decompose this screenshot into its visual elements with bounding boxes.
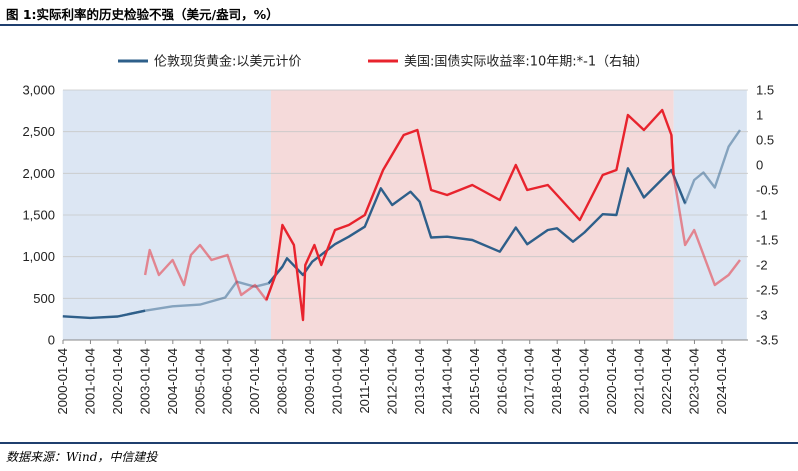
y-left-tick-label: 1,500 [22, 208, 55, 223]
y-right-tick-label: -3.5 [756, 333, 778, 348]
y-left-tick-label: 2,500 [22, 124, 55, 139]
x-tick-label: 2019-01-04 [577, 348, 592, 415]
gold-price-line [267, 167, 687, 285]
x-tick-label: 2004-01-04 [165, 348, 180, 415]
x-tick-label: 2009-01-04 [302, 348, 317, 415]
y-right-tick-label: 1.5 [756, 83, 774, 98]
legend: 伦敦现货黄金:以美元计价 美国:国债实际收益率:10年期:*-1（右轴） [118, 54, 648, 70]
title-rule [0, 24, 798, 26]
x-tick-label: 2001-01-04 [82, 348, 97, 415]
y-left-tick-label: 0 [48, 333, 55, 348]
y-right-tick-label: -1 [756, 208, 768, 223]
y-right-tick-label: -2 [756, 258, 768, 273]
real-yield-line [670, 134, 741, 287]
real-yield-line [265, 108, 675, 322]
y-right-tick-label: -2.5 [756, 283, 778, 298]
x-tick-label: 2003-01-04 [137, 348, 152, 415]
x-tick-label: 2023-01-04 [686, 348, 701, 415]
gold-price-line [117, 265, 284, 318]
legend-label-yield: 美国:国债实际收益率:10年期:*-1（右轴） [404, 54, 648, 70]
y-right-tick-label: 0.5 [756, 133, 774, 148]
x-tick-label: 2006-01-04 [220, 348, 235, 415]
legend-label-gold: 伦敦现货黄金:以美元计价 [154, 54, 301, 70]
line-chart: 0 500 1,000 1,500 2,000 2,500 3,000 -3.5 -3 -2.5 -… [22, 54, 778, 415]
footer-rule [0, 442, 798, 444]
x-tick-label: 2015-01-04 [467, 348, 482, 415]
x-tick-label: 2013-01-04 [412, 348, 427, 415]
y-right-tick-label: 1 [756, 108, 763, 123]
real-yield-line [143, 243, 277, 302]
y-left-tick-label: 1,000 [22, 249, 55, 264]
x-tick-label: 2008-01-04 [275, 348, 290, 415]
y-left-tick-label: 2,000 [22, 166, 55, 181]
y-right-tick-label: 0 [756, 158, 763, 173]
x-tick-label: 2016-01-04 [494, 348, 509, 415]
x-tick-label: 2014-01-04 [439, 348, 454, 415]
x-tick-label: 2017-01-04 [522, 348, 537, 415]
y-left-tick-label: 500 [33, 291, 55, 306]
y-right-tick-label: -1.5 [756, 233, 778, 248]
x-tick-label: 2021-01-04 [632, 348, 647, 415]
x-tick-label: 2011-01-04 [357, 348, 372, 414]
x-tick-label: 2024-01-04 [714, 348, 729, 415]
y-right-tick-label: -3 [756, 308, 768, 323]
x-tick-label: 2000-01-04 [55, 348, 70, 415]
y-left-tick-label: 3,000 [22, 83, 55, 98]
y-right-tick-label: -0.5 [756, 183, 778, 198]
x-tick-label: 2002-01-04 [110, 348, 125, 415]
x-tick-label: 2010-01-04 [330, 348, 345, 415]
x-tick-label: 2018-01-04 [549, 348, 564, 415]
x-tick-label: 2020-01-04 [604, 348, 619, 415]
x-tick-label: 2007-01-04 [247, 348, 262, 415]
x-tick-label: 2012-01-04 [384, 348, 399, 415]
x-tick-label: 2005-01-04 [192, 348, 207, 415]
figure-title: 图 1:实际利率的历史检验不强（美元/盎司，%） [6, 7, 279, 22]
x-tick-label: 2022-01-04 [659, 348, 674, 415]
axis-ticks: 0 500 1,000 1,500 2,000 2,500 3,000 -3.5 -3 -2.5 -… [22, 83, 778, 415]
gold-price-line [670, 129, 741, 205]
source-note: 数据来源：Wind，中信建投 [6, 450, 158, 464]
series-lines [62, 108, 741, 322]
